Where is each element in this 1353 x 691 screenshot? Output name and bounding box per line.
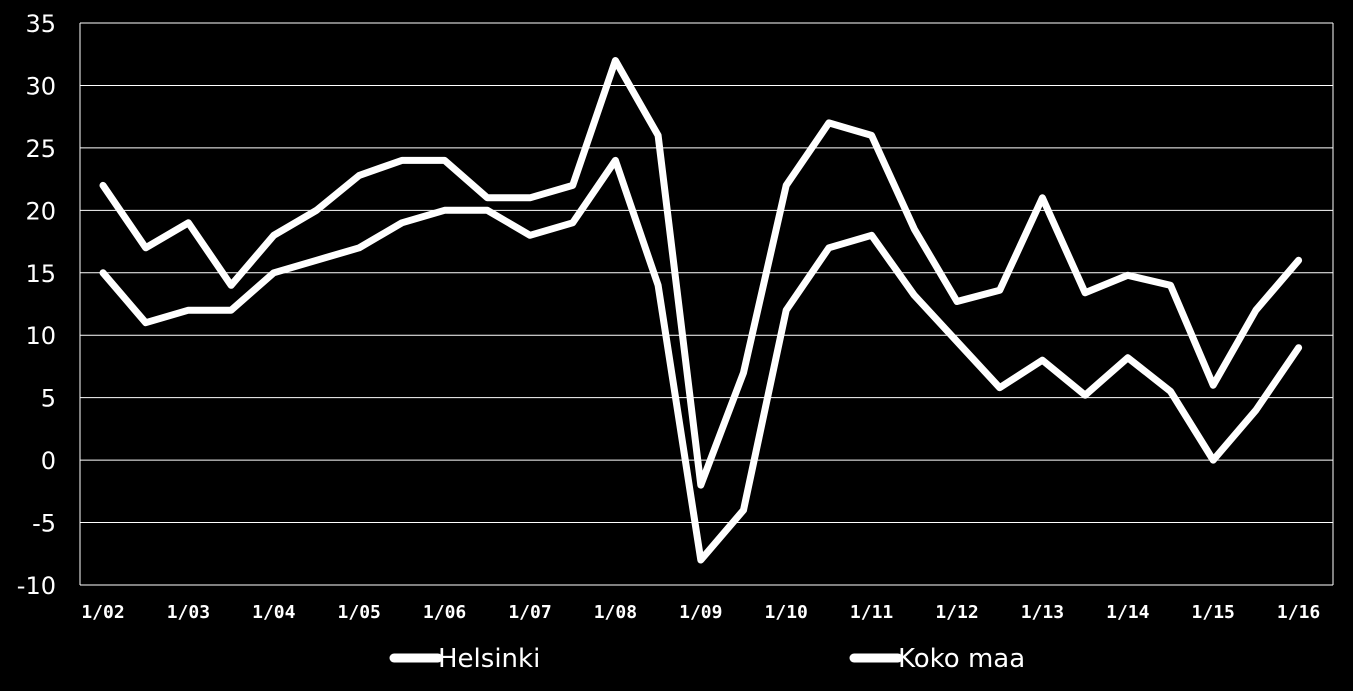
series-line-helsinki [99,156,1303,564]
y-tick-label: 35 [25,10,56,38]
x-tick-label: 1/07 [508,602,551,623]
x-tick-label: 1/04 [252,602,296,623]
y-axis-tick-labels: 35 30 25 20 15 10 5 0 -5 -10 [17,10,56,600]
y-tick-label: 20 [25,197,56,225]
y-tick-label: 25 [25,135,56,163]
x-tick-label: 1/08 [594,602,637,623]
y-tick-label: 10 [25,322,56,350]
series-lines [99,57,1303,564]
y-tick-label: 30 [25,72,56,100]
x-tick-label: 1/13 [1021,602,1064,623]
y-tick-label: 0 [41,447,56,475]
legend-label: Koko maa [898,644,1025,674]
x-tick-label: 1/02 [81,602,124,623]
x-tick-label: 1/10 [765,602,808,623]
x-tick-label: 1/03 [167,602,210,623]
x-tick-label: 1/16 [1277,602,1320,623]
y-tick-label: 15 [25,260,56,288]
x-tick-label: 1/09 [679,602,722,623]
x-tick-label: 1/14 [1106,602,1150,623]
x-tick-label: 1/15 [1192,602,1235,623]
legend-label: Helsinki [438,644,540,674]
x-axis-tick-labels: 1/02 1/03 1/04 1/05 1/06 1/07 1/08 1/09 1/10 1/11… [81,602,1320,623]
x-tick-label: 1/05 [338,602,381,623]
x-tick-label: 1/11 [850,602,893,623]
legend: Helsinki Koko maa [389,644,1025,674]
y-tick-label: -10 [17,572,56,600]
x-tick-label: 1/12 [935,602,978,623]
y-tick-label: 5 [41,385,56,413]
grid-lines [80,22,1333,524]
series-line-koko-maa [99,57,1303,489]
axes [79,23,1334,586]
y-tick-label: -5 [32,510,56,538]
x-tick-label: 1/06 [423,602,466,623]
